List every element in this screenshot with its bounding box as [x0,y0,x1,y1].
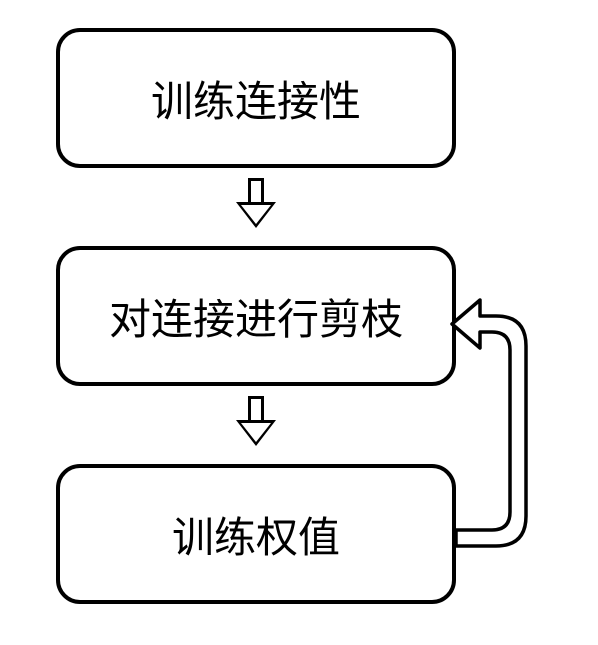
node-prune-connections: 对连接进行剪枝 [56,246,456,386]
arrow-down-icon [236,178,276,228]
flowchart-container: 训练连接性 对连接进行剪枝 训练权值 [0,0,598,645]
node-label: 对连接进行剪枝 [109,286,403,347]
arrow-down-icon [236,396,276,446]
node-label: 训练连接性 [151,68,361,129]
node-train-weights: 训练权值 [56,464,456,604]
node-label: 训练权值 [172,504,340,565]
loop-arrow-icon [450,280,570,580]
node-train-connectivity: 训练连接性 [56,28,456,168]
